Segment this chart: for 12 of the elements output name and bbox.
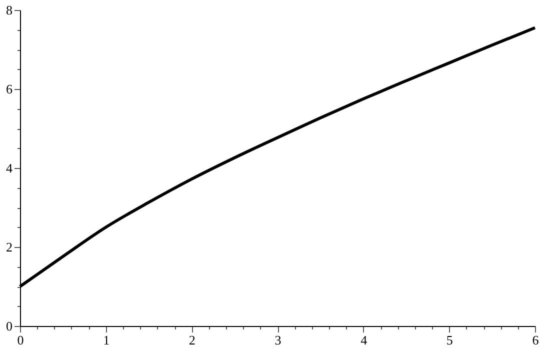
x-tick-label: 3 [274, 332, 282, 348]
x-tick-label: 1 [103, 332, 110, 348]
y-tick-label: 6 [6, 82, 13, 96]
y-tick-label: 0 [6, 318, 12, 334]
x-tick-label: 2 [188, 332, 196, 348]
x-tick-label: 4 [360, 332, 368, 348]
x-tick-label: 5 [446, 332, 453, 348]
y-tick-label: 8 [6, 2, 12, 18]
y-tick-label: 2 [6, 240, 12, 254]
y-tick-label: 4 [6, 160, 13, 176]
x-tick-label: 6 [532, 332, 540, 348]
x-tick-label: 0 [17, 332, 24, 348]
